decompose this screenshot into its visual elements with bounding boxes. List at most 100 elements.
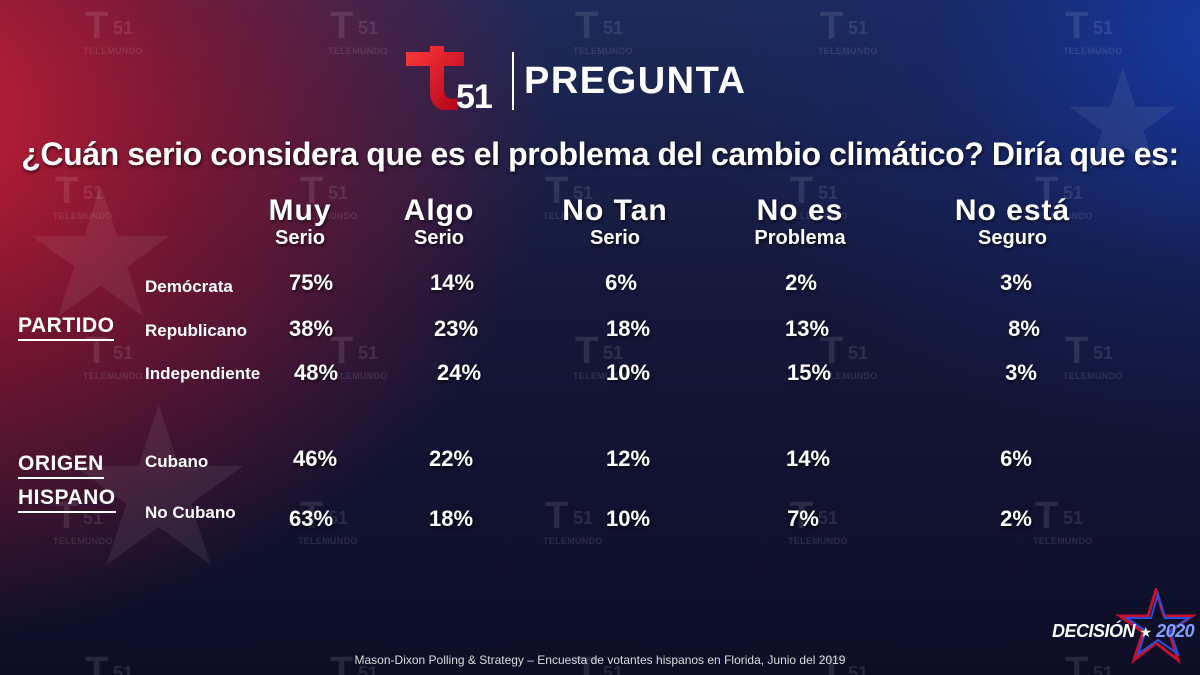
column-header-no-tan-serio: No Tan Serio xyxy=(562,194,668,250)
watermark-word: TELEMUNDO xyxy=(1033,536,1093,546)
table-cell: 3% xyxy=(1000,270,1032,295)
watermark-number: 51 xyxy=(83,508,104,528)
table-cell: 14% xyxy=(785,446,831,471)
watermark-word: TELEMUNDO xyxy=(788,211,848,221)
table-cell: 38% xyxy=(288,316,334,341)
row-label-democrata: Demócrata xyxy=(145,277,233,296)
row-label-cubano: Cubano xyxy=(145,452,209,471)
row-label-no-cubano: No Cubano xyxy=(145,503,236,522)
background-star-icon: ★ xyxy=(20,154,182,355)
watermark-letter: T xyxy=(55,495,79,537)
watermark-number: 51 xyxy=(1093,18,1114,38)
question-text: ¿Cuán serio considera que es el problema… xyxy=(21,136,1179,172)
watermark-letter: T xyxy=(1065,5,1089,47)
watermark-number: 51 xyxy=(573,183,594,203)
table-cell: 3% xyxy=(1005,360,1037,385)
watermark-word: TELEMUNDO xyxy=(573,46,633,56)
watermark-letter: T xyxy=(1065,330,1089,372)
column-header-no-esta-seguro: No está Seguro xyxy=(954,194,1071,250)
background-star-icon: ★ xyxy=(1060,42,1186,199)
watermark-number: 51 xyxy=(358,18,379,38)
watermark-number: 51 xyxy=(358,343,379,363)
watermark-word: TELEMUNDO xyxy=(298,536,358,546)
watermark-letter: T xyxy=(330,650,354,675)
table-cell: 48% xyxy=(293,360,339,385)
background-star-icon: ★ xyxy=(60,365,258,611)
watermark-number: 51 xyxy=(603,18,624,38)
watermark-word: TELEMUNDO xyxy=(1063,371,1123,381)
table-cell: 63% xyxy=(288,506,334,531)
watermark-number: 51 xyxy=(818,508,839,528)
watermark-word: TELEMUNDO xyxy=(83,371,143,381)
watermark-letter: T xyxy=(790,495,814,537)
table-cell: 75% xyxy=(288,270,334,295)
group-label-origen: ORIGEN xyxy=(18,452,104,479)
watermark-number: 51 xyxy=(848,18,869,38)
logo-number: 51 xyxy=(456,78,493,116)
watermark-letter: T xyxy=(575,330,599,372)
column-header-muy-serio: Muy Serio xyxy=(268,194,332,250)
watermark-number: 51 xyxy=(818,183,839,203)
watermark-letter: T xyxy=(330,330,354,372)
watermark-word: TELEMUNDO xyxy=(298,211,358,221)
watermark-number: 51 xyxy=(83,183,104,203)
watermark-number: 51 xyxy=(1063,183,1084,203)
watermark-letter: T xyxy=(790,170,814,212)
star-icon: ★ xyxy=(1139,624,1153,640)
watermark-letter: T xyxy=(1035,495,1059,537)
table-cell: 7% xyxy=(787,506,819,531)
watermark-letter: T xyxy=(1065,650,1089,675)
watermark-number: 51 xyxy=(603,663,624,675)
watermark-number: 51 xyxy=(113,18,134,38)
watermark-word: TELEMUNDO xyxy=(818,46,878,56)
watermark-number: 51 xyxy=(328,183,349,203)
watermark-word: TELEMUNDO xyxy=(53,536,113,546)
watermark-letter: T xyxy=(85,650,109,675)
table-cell: 18% xyxy=(428,506,474,531)
watermark-number: 51 xyxy=(1093,343,1114,363)
header: 51 PREGUNTA xyxy=(404,46,804,116)
table-cell: 10% xyxy=(605,360,651,385)
watermark-word: TELEMUNDO xyxy=(543,211,603,221)
table-cell: 2% xyxy=(785,270,817,295)
watermark-word: TELEMUNDO xyxy=(328,371,388,381)
watermark-number: 51 xyxy=(848,663,869,675)
column-header-no-es-problema: No es Problema xyxy=(754,194,846,250)
watermark-word: TELEMUNDO xyxy=(543,536,603,546)
watermark-letter: T xyxy=(1035,170,1059,212)
table-cell: 12% xyxy=(605,446,651,471)
watermark-word: TELEMUNDO xyxy=(83,46,143,56)
watermark-number: 51 xyxy=(603,343,624,363)
watermark-word: TELEMUNDO xyxy=(1033,211,1093,221)
watermark-word: TELEMUNDO xyxy=(573,371,633,381)
column-header-algo-serio: Algo Serio xyxy=(403,194,475,250)
table-cell: 15% xyxy=(786,360,832,385)
table-cell: 46% xyxy=(292,446,338,471)
telemundo-t-logo-icon xyxy=(406,46,464,110)
group-label-partido: PARTIDO xyxy=(18,314,115,341)
watermark-letter: T xyxy=(545,495,569,537)
watermark-letter: T xyxy=(820,5,844,47)
page-title: PREGUNTA xyxy=(524,60,747,102)
watermark-letter: T xyxy=(820,330,844,372)
watermark-letter: T xyxy=(85,5,109,47)
watermark-letter: T xyxy=(575,650,599,675)
table-cell: 14% xyxy=(429,270,475,295)
watermark-number: 51 xyxy=(1063,508,1084,528)
watermark-letter: T xyxy=(300,170,324,212)
